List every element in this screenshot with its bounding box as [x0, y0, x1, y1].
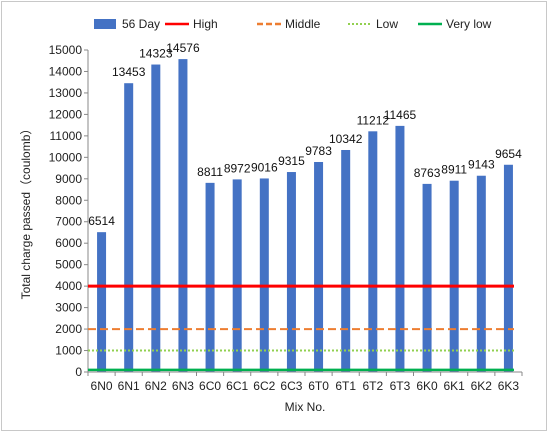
- bar: [476, 175, 486, 372]
- bar-value-label: 10342: [329, 132, 363, 146]
- x-tick-label: 6C3: [280, 379, 302, 393]
- y-axis: 0 1000 2000 3000 4000 5000 6000 7000 8000 9000 100…: [49, 43, 89, 379]
- bar-value-label: 14323: [139, 47, 173, 61]
- bar-value-label: 6514: [88, 214, 115, 228]
- bar: [341, 149, 351, 372]
- bar-value-label: 11212: [357, 113, 390, 127]
- y-tick-label: 9000: [55, 172, 82, 186]
- legend-item: 56 Day: [94, 17, 160, 31]
- x-tick-label: 6C1: [226, 379, 248, 393]
- x-tick-label: 6K0: [416, 379, 438, 393]
- legend-label: Very low: [446, 17, 492, 31]
- bar: [151, 64, 161, 372]
- y-axis-title: Total charge passed（coulomb）: [19, 123, 33, 300]
- bar-value-label: 8911: [441, 163, 467, 177]
- bar: [422, 183, 432, 372]
- bar: [178, 59, 188, 372]
- bar: [97, 232, 107, 372]
- x-tick-label: 6C0: [199, 379, 221, 393]
- bar-value-label: 13453: [112, 65, 146, 79]
- x-axis-title: Mix No.: [285, 400, 326, 414]
- bar-value-label: 9654: [495, 147, 522, 161]
- bar: [395, 125, 405, 372]
- y-tick-label: 1000: [55, 344, 82, 358]
- y-tick-label: 3000: [55, 301, 82, 315]
- legend-item: High: [165, 17, 218, 31]
- bar: [205, 182, 215, 372]
- legend-swatch: [94, 19, 116, 29]
- x-tick-label: 6N3: [172, 379, 194, 393]
- bar: [259, 178, 269, 372]
- y-tick-label: 13000: [49, 86, 83, 100]
- legend-item: Low: [348, 17, 398, 31]
- x-tick-label: 6T1: [335, 379, 356, 393]
- x-tick-label: 6N2: [145, 379, 167, 393]
- x-tick-label: 6N0: [91, 379, 113, 393]
- bar: [449, 180, 459, 372]
- bar-value-label: 8972: [224, 161, 251, 175]
- x-tick-label: 6T3: [390, 379, 411, 393]
- legend-label: 56 Day: [122, 17, 160, 31]
- x-tick-label: 6K1: [444, 379, 466, 393]
- x-tick-label: 6T0: [308, 379, 329, 393]
- legend-item: Middle: [257, 17, 321, 31]
- bar: [314, 161, 324, 372]
- x-tick-label: 6N1: [118, 379, 140, 393]
- bar-value-label: 14576: [166, 41, 200, 55]
- legend-label: Low: [376, 17, 398, 31]
- bar: [232, 179, 242, 372]
- bar: [124, 83, 134, 373]
- bar-value-label: 9315: [278, 154, 305, 168]
- x-axis: 6N0 6N1 6N2 6N3 6C0 6C1 6C2 6C3 6T0 6T1 6T2 6T3 6K0 6…: [87, 371, 523, 393]
- x-tick-label: 6C2: [253, 379, 275, 393]
- bar: [286, 172, 296, 372]
- y-tick-label: 2000: [55, 322, 82, 336]
- x-tick-label: 6T2: [362, 379, 383, 393]
- legend-item: Very low: [418, 17, 492, 31]
- y-tick-label: 4000: [55, 279, 82, 293]
- reference-lines: [88, 284, 514, 372]
- y-tick-label: 6000: [55, 236, 82, 250]
- y-tick-label: 11000: [50, 129, 83, 143]
- bar-value-label: 9016: [251, 160, 278, 174]
- y-tick-label: 5000: [55, 258, 82, 272]
- legend: 56 Day High Middle Low Very low: [94, 17, 492, 31]
- bar: [368, 131, 378, 372]
- bar-value-label: 8763: [414, 166, 441, 180]
- legend-label: High: [193, 17, 218, 31]
- x-tick-label: 6K2: [471, 379, 493, 393]
- bar-value-label: 9783: [305, 144, 332, 158]
- x-tick-label: 6K3: [498, 379, 520, 393]
- y-tick-label: 8000: [55, 193, 82, 207]
- y-tick-label: 10000: [49, 150, 83, 164]
- bar-value-label: 9143: [468, 158, 495, 172]
- y-tick-label: 15000: [49, 43, 83, 57]
- y-tick-label: 12000: [49, 107, 83, 121]
- legend-label: Middle: [285, 17, 321, 31]
- y-tick-label: 7000: [55, 215, 82, 229]
- y-tick-label: 0: [75, 365, 82, 379]
- bar: [503, 164, 513, 372]
- bar-value-label: 8811: [197, 165, 223, 179]
- y-tick-label: 14000: [49, 64, 83, 78]
- bar-value-label: 11465: [384, 108, 417, 122]
